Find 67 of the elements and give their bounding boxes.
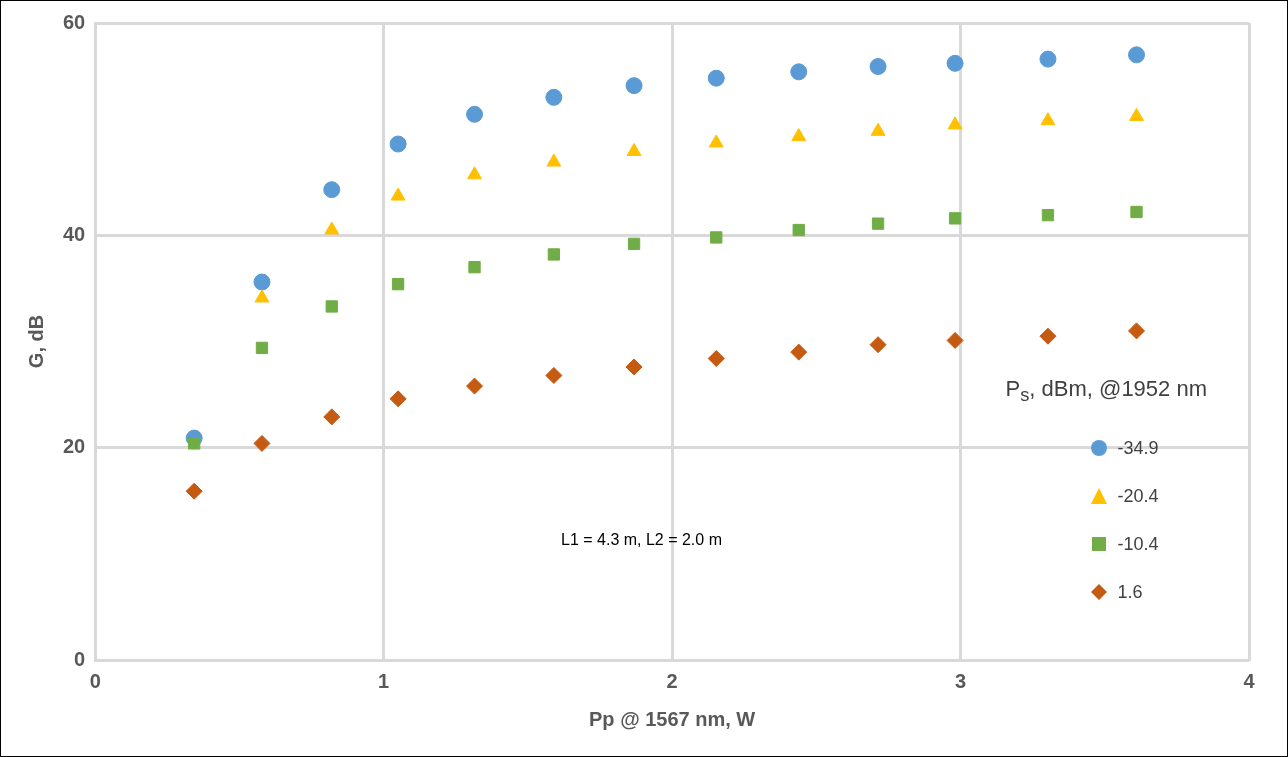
point — [389, 135, 407, 153]
y-tick-label: 40 — [63, 222, 86, 245]
point — [871, 217, 885, 230]
point — [1039, 50, 1057, 68]
point — [324, 221, 340, 235]
point — [468, 261, 481, 274]
x-axis-title: Pp @ 1567 nm, W — [589, 707, 756, 730]
x-tick-label: 4 — [1243, 669, 1256, 692]
point — [254, 289, 270, 303]
legend-label: -34.9 — [1117, 437, 1159, 459]
point — [948, 212, 962, 225]
point — [1041, 209, 1055, 222]
point — [791, 128, 807, 142]
legend-label: -10.4 — [1117, 533, 1159, 555]
point — [323, 408, 341, 426]
x-tick-label: 2 — [666, 669, 678, 692]
point — [710, 231, 723, 244]
annotation: L1 = 4.3 m, L2 = 2.0 m — [561, 531, 722, 549]
point — [1130, 205, 1143, 219]
point — [869, 58, 887, 76]
point — [627, 237, 641, 250]
point — [546, 153, 562, 167]
y-tick-label: 60 — [63, 10, 86, 33]
point — [626, 142, 642, 156]
point — [467, 166, 482, 180]
point — [1039, 327, 1057, 345]
point — [708, 134, 724, 148]
point — [870, 122, 886, 136]
legend-title: P$_{s}$, dBm, @1952 nm — [1005, 376, 1207, 407]
x-tick-label: 3 — [955, 669, 967, 692]
point — [253, 273, 271, 291]
point — [1128, 46, 1146, 64]
x-tick-label: 1 — [378, 669, 390, 692]
point — [1040, 112, 1056, 126]
point — [547, 248, 561, 261]
y-tick-label: 20 — [63, 435, 86, 458]
point — [253, 434, 271, 452]
point — [790, 343, 808, 361]
point — [625, 77, 643, 95]
y-tick-label: 0 — [74, 647, 86, 670]
point — [466, 377, 484, 395]
point — [188, 437, 201, 450]
x-tick-label: 0 — [89, 669, 101, 692]
point — [946, 331, 964, 349]
point — [946, 54, 964, 72]
point — [625, 358, 643, 376]
point — [391, 278, 405, 291]
point — [790, 63, 808, 81]
point — [545, 88, 563, 106]
point — [947, 116, 963, 130]
point — [1128, 322, 1146, 340]
y-axis-title: G, dB — [24, 314, 47, 369]
point — [707, 349, 725, 367]
point — [707, 69, 725, 87]
point — [869, 336, 887, 354]
point — [545, 366, 563, 384]
point — [185, 482, 203, 500]
point — [792, 223, 805, 237]
point — [389, 390, 407, 408]
point — [325, 300, 338, 313]
point — [323, 181, 341, 199]
legend-label: 1.6 — [1117, 581, 1143, 603]
point — [466, 105, 484, 123]
point — [1129, 107, 1144, 121]
legend-label: -20.4 — [1117, 485, 1159, 507]
point — [390, 187, 406, 201]
point — [255, 341, 269, 355]
